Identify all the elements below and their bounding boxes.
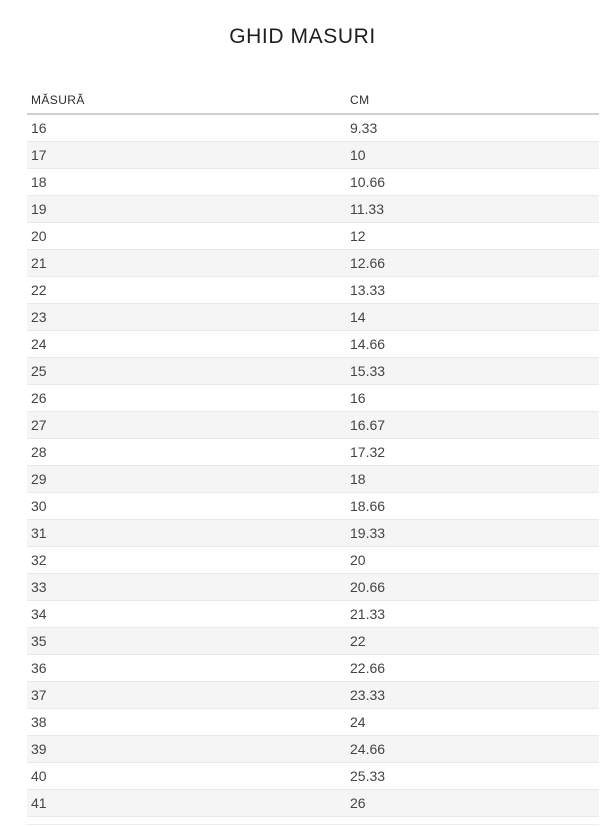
size-table-body: 16 9.33 17 10 18 10.66 19 11.33 20 12 21 [27, 114, 599, 817]
table-row: 40 25.33 [27, 762, 599, 790]
table-row: 26 16 [27, 384, 599, 412]
size-guide-table: MĂSURĂ CM 16 9.33 17 10 18 10.66 19 11.3… [27, 93, 599, 817]
size-cell: 16 [27, 114, 346, 142]
table-row: 31 19.33 [27, 519, 599, 547]
size-cell: 33 [27, 573, 346, 601]
size-cell: 26 [27, 384, 346, 412]
table-row: 33 20.66 [27, 573, 599, 601]
table-row: 24 14.66 [27, 330, 599, 358]
size-cell: 35 [27, 627, 346, 655]
cm-cell: 20.66 [346, 573, 599, 601]
size-cell: 25 [27, 357, 346, 385]
cm-cell: 14.66 [346, 330, 599, 358]
cm-cell: 22 [346, 627, 599, 655]
header-row: MĂSURĂ CM [27, 93, 599, 115]
size-cell: 22 [27, 276, 346, 304]
cm-cell: 24.66 [346, 735, 599, 763]
table-row: 18 10.66 [27, 168, 599, 196]
size-cell: 36 [27, 654, 346, 682]
cm-cell: 10 [346, 141, 599, 169]
table-row: 28 17.32 [27, 438, 599, 466]
size-cell: 20 [27, 222, 346, 250]
table-row: 32 20 [27, 546, 599, 574]
cm-cell: 11.33 [346, 195, 599, 223]
cm-cell: 24 [346, 708, 599, 736]
size-guide-page: GHID MASURI MĂSURĂ CM 16 9.33 17 10 18 [0, 24, 605, 826]
cm-cell: 18.66 [346, 492, 599, 520]
table-row: 16 9.33 [27, 114, 599, 142]
size-cell: 17 [27, 141, 346, 169]
size-cell: 24 [27, 330, 346, 358]
cm-cell: 26 [346, 789, 599, 817]
size-cell: 18 [27, 168, 346, 196]
cm-cell: 18 [346, 465, 599, 493]
size-cell: 30 [27, 492, 346, 520]
table-row: 20 12 [27, 222, 599, 250]
table-row: 36 22.66 [27, 654, 599, 682]
size-cell: 41 [27, 789, 346, 817]
size-cell: 37 [27, 681, 346, 709]
table-row: 21 12.66 [27, 249, 599, 277]
size-guide-table-container: MĂSURĂ CM 16 9.33 17 10 18 10.66 19 11.3… [27, 93, 599, 825]
size-cell: 19 [27, 195, 346, 223]
cm-cell: 12 [346, 222, 599, 250]
cm-cell: 12.66 [346, 249, 599, 277]
table-row: 38 24 [27, 708, 599, 736]
table-row: 29 18 [27, 465, 599, 493]
table-row: 34 21.33 [27, 600, 599, 628]
table-row: 27 16.67 [27, 411, 599, 439]
size-cell: 23 [27, 303, 346, 331]
cm-cell: 17.32 [346, 438, 599, 466]
size-cell: 21 [27, 249, 346, 277]
cm-cell: 10.66 [346, 168, 599, 196]
table-row: 37 23.33 [27, 681, 599, 709]
size-cell: 31 [27, 519, 346, 547]
table-row: 35 22 [27, 627, 599, 655]
size-cell: 38 [27, 708, 346, 736]
size-cell: 39 [27, 735, 346, 763]
cm-cell: 9.33 [346, 114, 599, 142]
cm-cell: 20 [346, 546, 599, 574]
cm-cell: 25.33 [346, 762, 599, 790]
size-cell: 34 [27, 600, 346, 628]
table-row: 39 24.66 [27, 735, 599, 763]
table-row: 25 15.33 [27, 357, 599, 385]
cm-cell: 13.33 [346, 276, 599, 304]
cut-off-next-row-divider [27, 817, 599, 825]
cm-cell: 23.33 [346, 681, 599, 709]
size-table-header: MĂSURĂ CM [27, 93, 599, 115]
cm-cell: 16 [346, 384, 599, 412]
cm-cell: 15.33 [346, 357, 599, 385]
size-cell: 32 [27, 546, 346, 574]
cm-cell: 19.33 [346, 519, 599, 547]
table-row: 41 26 [27, 789, 599, 817]
page-title: GHID MASURI [229, 25, 376, 48]
column-header-masura: MĂSURĂ [27, 93, 346, 115]
table-row: 30 18.66 [27, 492, 599, 520]
table-row: 19 11.33 [27, 195, 599, 223]
size-cell: 29 [27, 465, 346, 493]
size-cell: 27 [27, 411, 346, 439]
table-row: 17 10 [27, 141, 599, 169]
cm-cell: 22.66 [346, 654, 599, 682]
size-cell: 40 [27, 762, 346, 790]
size-cell: 28 [27, 438, 346, 466]
cm-cell: 21.33 [346, 600, 599, 628]
table-row: 23 14 [27, 303, 599, 331]
cm-cell: 16.67 [346, 411, 599, 439]
cm-cell: 14 [346, 303, 599, 331]
column-header-cm: CM [346, 93, 599, 115]
table-row: 22 13.33 [27, 276, 599, 304]
